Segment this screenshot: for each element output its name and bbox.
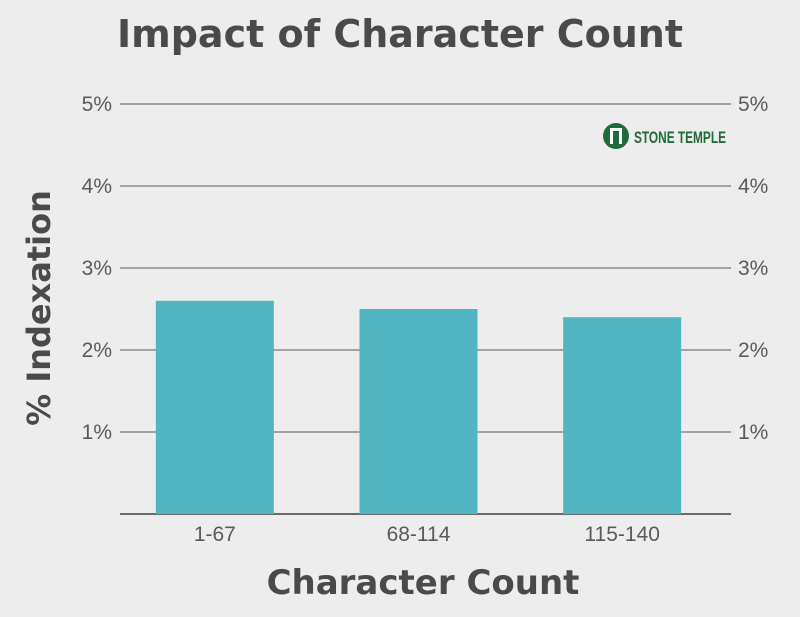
x-axis-title: Character Count bbox=[267, 563, 580, 603]
x-tick-label: 1-67 bbox=[194, 523, 236, 546]
stone-temple-logo: STONE TEMPLE bbox=[603, 123, 726, 149]
y-tick-label: 4% bbox=[738, 175, 768, 198]
y-tick-label: 1% bbox=[82, 421, 112, 444]
bar bbox=[563, 317, 682, 514]
y-tick-label: 3% bbox=[738, 257, 768, 280]
bar bbox=[359, 309, 478, 514]
y-tick-label: 5% bbox=[82, 93, 112, 116]
y-tick-label: 3% bbox=[82, 257, 112, 280]
y-tick-label: 5% bbox=[738, 93, 768, 116]
y-tick-labels-left: 1% 2% 3% 4% 5% bbox=[82, 93, 112, 444]
chart-title: Impact of Character Count bbox=[117, 12, 683, 56]
x-tick-label: 68-114 bbox=[387, 523, 451, 546]
stone-temple-logo-icon bbox=[603, 123, 629, 149]
y-axis-title: % Indexation bbox=[20, 190, 58, 426]
x-tick-label: 115-140 bbox=[584, 523, 660, 546]
y-tick-label: 2% bbox=[82, 339, 112, 362]
y-tick-labels-right: 1% 2% 3% 4% 5% bbox=[738, 93, 768, 444]
y-tick-label: 1% bbox=[738, 421, 768, 444]
bar bbox=[155, 300, 274, 514]
x-tick-labels: 1-67 68-114 115-140 bbox=[194, 523, 660, 546]
bars bbox=[155, 300, 682, 514]
y-tick-label: 2% bbox=[738, 339, 768, 362]
logo-text: STONE TEMPLE bbox=[634, 128, 726, 147]
y-tick-label: 4% bbox=[82, 175, 112, 198]
